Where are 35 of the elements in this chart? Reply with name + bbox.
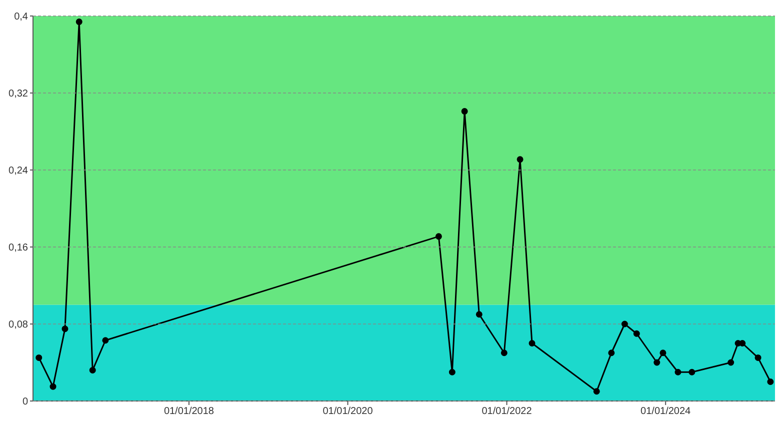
point <box>633 330 640 337</box>
point <box>50 383 56 390</box>
point <box>621 320 628 328</box>
point <box>76 18 82 26</box>
point <box>608 350 615 356</box>
point <box>739 340 746 346</box>
y-tick-label: 0,08 <box>8 320 28 331</box>
point <box>476 311 482 318</box>
point <box>62 326 68 332</box>
y-tick-label: 0,24 <box>8 166 28 177</box>
point <box>754 354 762 361</box>
x-tick-label: 01/01/2018 <box>164 406 214 418</box>
point <box>688 368 696 376</box>
point <box>528 340 536 346</box>
point <box>36 354 42 361</box>
point <box>593 388 600 395</box>
point <box>500 350 508 356</box>
x-tick-label: 01/01/2022 <box>482 406 532 418</box>
y-tick-label: 0,4 <box>14 12 28 23</box>
y-tick-label: 0,32 <box>8 88 28 100</box>
point <box>654 359 660 366</box>
x-tick-label: 01/01/2024 <box>640 406 692 418</box>
point <box>660 350 666 356</box>
point <box>516 156 524 163</box>
y-tick-label: 0,16 <box>8 242 28 254</box>
point <box>728 359 734 366</box>
point <box>435 233 442 240</box>
x-tick-label: 01/01/2020 <box>322 406 374 418</box>
point <box>674 368 682 376</box>
point <box>448 368 456 376</box>
point <box>89 366 96 374</box>
y-tick-label: 0 <box>22 396 28 408</box>
point <box>102 337 109 344</box>
point <box>767 378 774 385</box>
point <box>461 108 468 115</box>
